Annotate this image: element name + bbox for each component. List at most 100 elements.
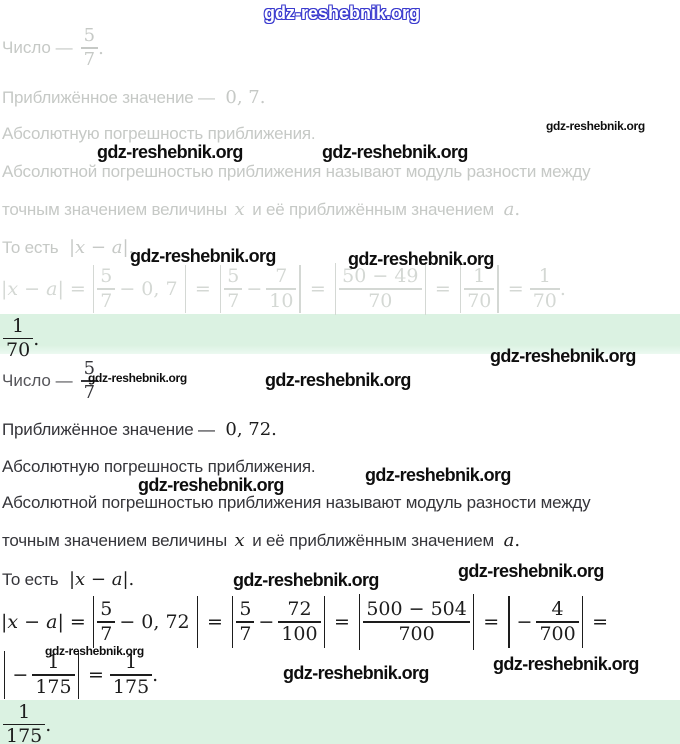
watermark: gdz-reshebnik.org	[365, 465, 511, 485]
minus-decimal: − 0, 72	[119, 611, 190, 633]
line-def1-1: Абсолютной погрешностью приближения назы…	[2, 162, 591, 182]
period: .	[98, 37, 104, 59]
watermark: gdz-reshebnik.org	[322, 142, 468, 162]
fraction-500-504-700: 500 − 504 700	[363, 598, 470, 645]
minus: −	[516, 611, 533, 633]
definition-text: точным значением величины	[2, 531, 227, 550]
task-text: Абсолютную погрешность приближения.	[2, 457, 316, 476]
period: .	[33, 327, 40, 350]
watermark: gdz-reshebnik.org	[348, 249, 494, 269]
fraction-72-100: 72 100	[278, 598, 321, 645]
watermark: gdz-reshebnik.org	[45, 644, 144, 658]
approx-label: Приближённое значение —	[2, 420, 215, 439]
fraction-7-10: 7 10	[266, 265, 297, 312]
abs-bar	[459, 265, 462, 313]
abs-bar	[92, 596, 95, 648]
fraction-50-49-70: 50 − 49 70	[339, 265, 422, 312]
watermark: gdz-reshebnik.org	[130, 246, 276, 266]
fraction-1-175: 1 175	[32, 651, 75, 698]
numerator: 5	[83, 25, 96, 47]
expr-x-minus-a: x − a	[7, 611, 58, 633]
denominator: 7	[83, 48, 96, 70]
watermark: gdz-reshebnik.org	[546, 119, 645, 133]
abs-bar	[4, 651, 6, 699]
answer-highlight-2	[0, 700, 680, 744]
equals: =	[207, 611, 223, 633]
watermark: gdz-reshebnik.org	[233, 570, 379, 590]
answer-2: 1 175 .	[3, 701, 52, 744]
line-number-1: Число — 5 7 .	[2, 26, 104, 70]
equals: =	[194, 278, 211, 300]
abs-bar	[196, 596, 199, 648]
fraction-1-175: 1 175	[3, 701, 46, 744]
var-x: x	[234, 530, 245, 551]
abs-bar: |.	[122, 569, 135, 590]
line-task-1: Абсолютную погрешность приближения.	[2, 124, 316, 144]
abs-bar	[219, 265, 222, 313]
equals: =	[87, 664, 104, 686]
watermark: gdz-reshebnik.org	[265, 370, 411, 390]
watermark: gdz-reshebnik.org	[458, 561, 604, 581]
definition-text: и её приближённым значением	[252, 531, 495, 550]
toest-label: То есть	[2, 570, 59, 589]
period: .	[559, 278, 566, 300]
period: .	[45, 713, 52, 736]
equals: =	[592, 611, 609, 633]
task-text: Абсолютную погрешность приближения.	[2, 124, 316, 143]
abs-bar	[231, 596, 234, 648]
abs-bar	[323, 596, 325, 648]
equals: =	[334, 611, 350, 633]
number-label: Число —	[2, 371, 73, 390]
fraction-1-70: 1 70	[464, 265, 495, 312]
equals: =	[507, 278, 524, 300]
period: .	[152, 664, 159, 686]
line-def2-2: точным значением величины x и её приближ…	[2, 530, 520, 551]
fraction-bar	[80, 47, 99, 49]
watermark: gdz-reshebnik.org	[490, 346, 636, 366]
line-approx-2: Приближённое значение — 0, 72.	[2, 419, 277, 440]
period: .	[514, 199, 521, 220]
abs-bar: |	[1, 611, 8, 633]
fraction-4-700: 4 700	[536, 598, 579, 645]
fraction-1-70: 1 70	[3, 315, 34, 362]
watermark: gdz-reshebnik.org	[283, 663, 429, 683]
equals: =	[434, 278, 451, 300]
abs-bar: |	[68, 569, 76, 590]
expr-x-minus-a: x − a	[7, 278, 58, 300]
abs-bar	[472, 594, 475, 650]
line-toest-2: То есть |x − a|.	[2, 569, 134, 590]
equals: =	[309, 278, 326, 300]
var-a: a	[503, 199, 515, 220]
formula-2-continued: − 1 175 = 1 175 .	[1, 650, 158, 700]
equals: =	[483, 611, 500, 633]
answer-1: 1 70 .	[3, 315, 40, 362]
fraction-1-70: 1 70	[529, 265, 560, 312]
period: .	[514, 530, 521, 551]
abs-bar	[77, 651, 79, 699]
minus: −	[258, 611, 275, 633]
watermark: gdz-reshebnik.org	[97, 142, 243, 162]
line-toest-1: То есть |x − a|.	[2, 237, 134, 258]
abs-bar	[508, 596, 510, 648]
answer-highlight-1	[0, 314, 680, 354]
watermark: gdz-reshebnik.org	[138, 475, 284, 495]
var-a: a	[503, 530, 515, 551]
fraction-1-175: 1 175	[109, 651, 153, 698]
approx-value: 0, 72.	[225, 419, 277, 440]
approx-label: Приближённое значение —	[2, 88, 215, 107]
line-task-2: Абсолютную погрешность приближения.	[2, 457, 316, 477]
abs-bar	[358, 594, 361, 650]
abs-bar: |.	[122, 237, 135, 258]
equals: | =	[57, 278, 86, 300]
line-def2-1: точным значением величины x и её приближ…	[2, 199, 520, 220]
abs-bar	[497, 265, 499, 313]
line-number-2: Число — 5 7	[2, 358, 99, 404]
fraction-5-7: 5 7	[80, 359, 99, 403]
